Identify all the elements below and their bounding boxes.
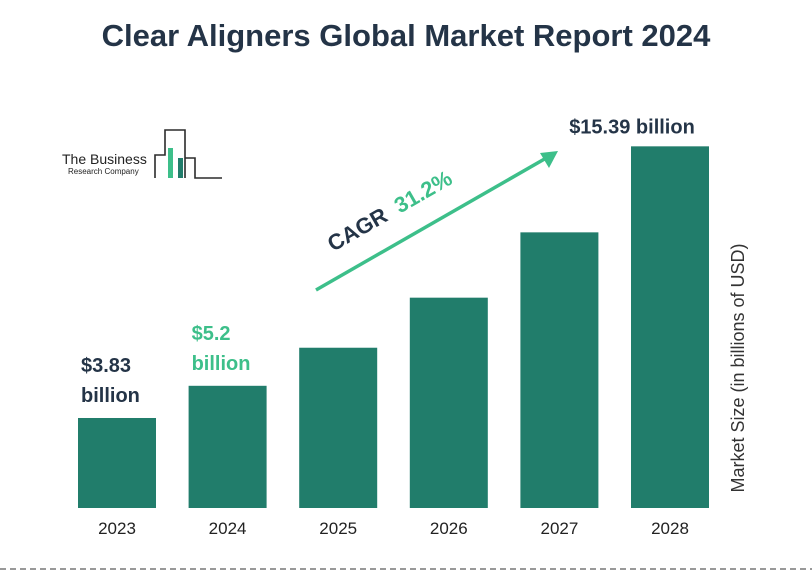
data-labels: $3.83 billion $5.2 billion $15.39 billion <box>81 116 695 407</box>
arrow-head-icon <box>540 151 558 168</box>
cagr-label: CAGR 31.2% <box>323 165 456 256</box>
x-tick-2027: 2027 <box>540 519 578 538</box>
bar-2024 <box>188 385 267 508</box>
data-label-2023: $3.83 billion <box>81 355 140 407</box>
bar-2025 <box>299 347 378 508</box>
bar-2027 <box>520 232 599 508</box>
company-logo: The Business Research Company <box>62 129 222 179</box>
x-tick-2028: 2028 <box>651 519 689 538</box>
logo-bars-icon <box>154 129 222 179</box>
bars-group <box>78 146 709 508</box>
cagr-arrow-line <box>315 155 549 292</box>
x-tick-2023: 2023 <box>98 519 136 538</box>
bar-2023 <box>78 417 156 508</box>
logo-subname: Research Company <box>68 167 139 176</box>
cagr-prefix: CAGR <box>323 202 392 256</box>
y-axis-label: Market Size (in billions of USD) <box>728 243 748 492</box>
chart-title: Clear Aligners Global Market Report 2024 <box>102 18 711 53</box>
x-tick-2025: 2025 <box>319 519 357 538</box>
logo-name: The Business <box>62 151 147 167</box>
x-tick-2026: 2026 <box>430 519 468 538</box>
x-tick-labels: 2023 2024 2025 2026 2027 2028 <box>98 519 689 538</box>
cagr-value: 31.2% <box>390 165 457 218</box>
bar-2028 <box>631 146 709 508</box>
x-tick-2024: 2024 <box>209 519 247 538</box>
data-label-2028: $15.39 billion <box>569 116 695 138</box>
bar-2026 <box>409 297 488 508</box>
data-label-2024: $5.2 billion <box>192 323 251 375</box>
